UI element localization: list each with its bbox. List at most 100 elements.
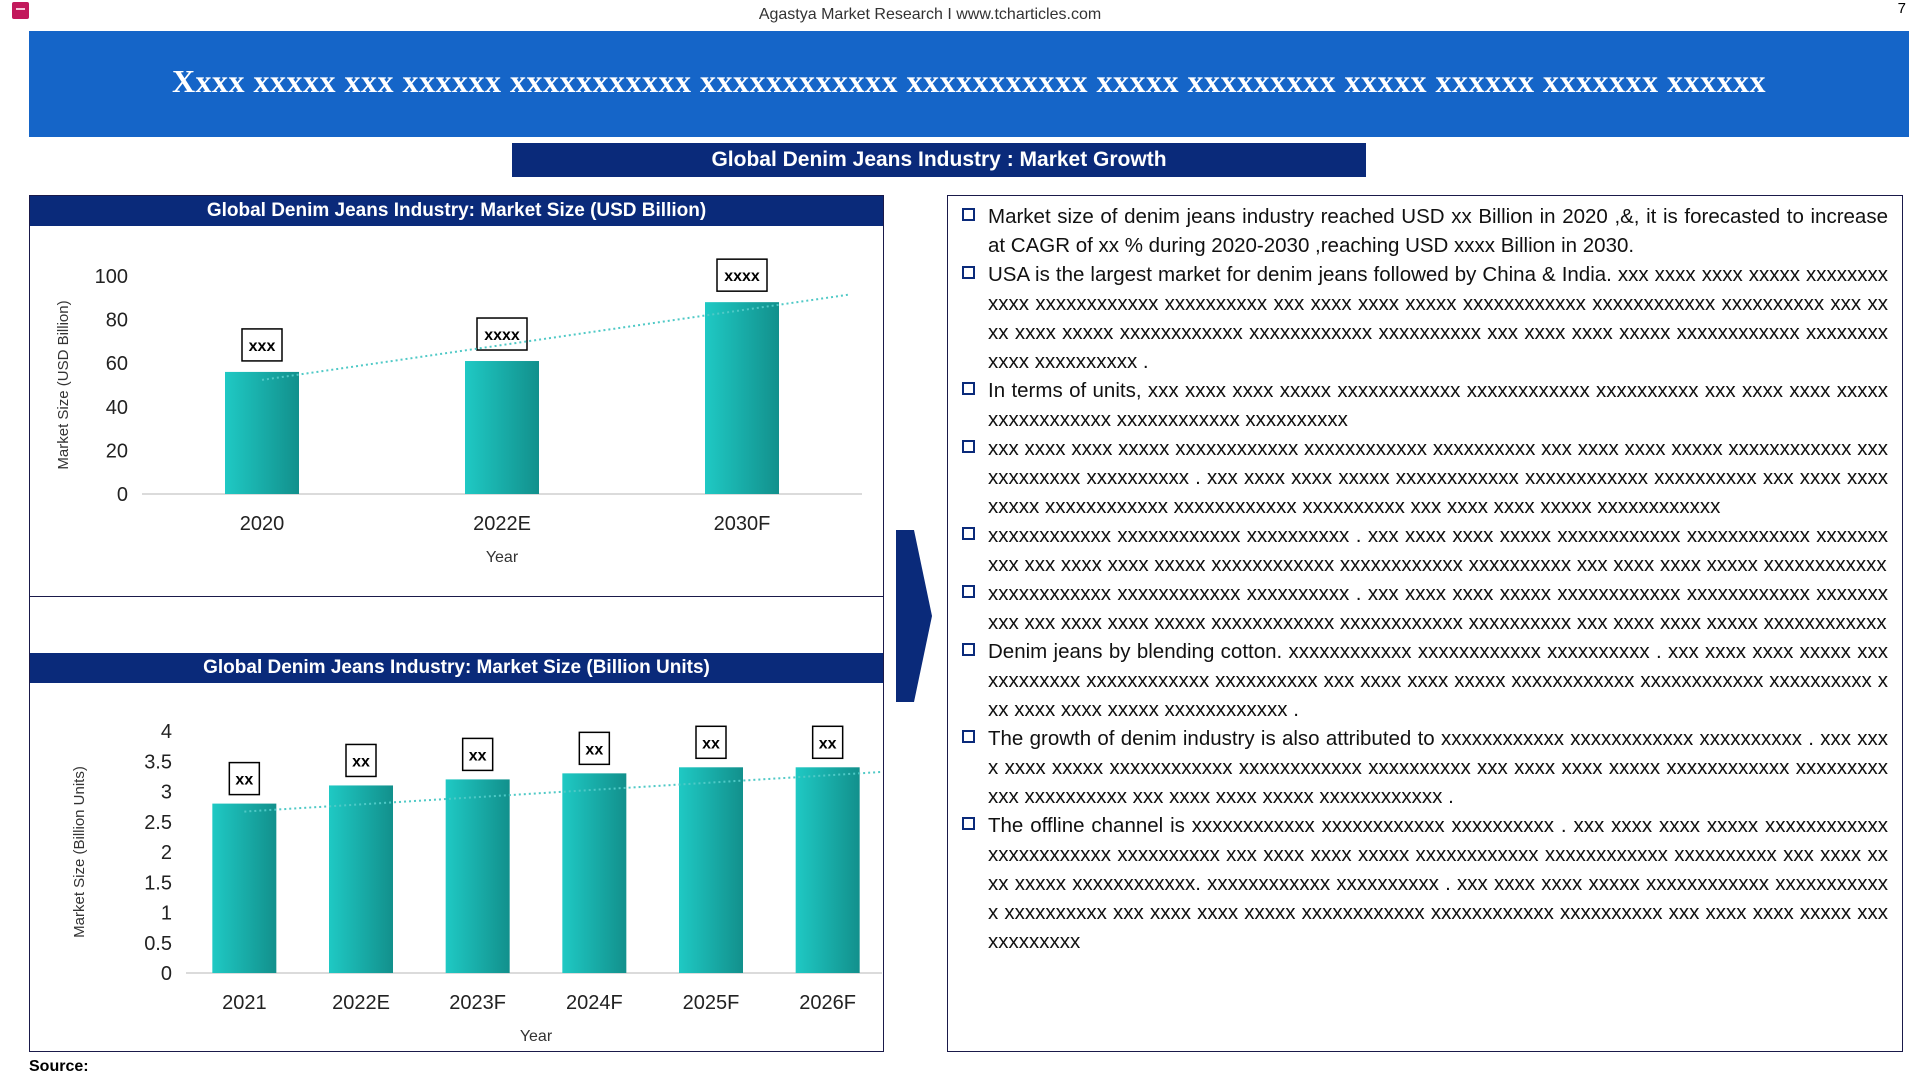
insight-text: xxx xxxx xxxx xxxxx xxxxxxxxxxxx xxxxxxx… <box>988 437 1888 518</box>
data-label: xx <box>702 735 720 752</box>
y-axis-title: Market Size (Billion Units) <box>71 766 88 938</box>
chart1-title: Global Denim Jeans Industry: Market Size… <box>30 196 883 226</box>
bar <box>445 779 510 973</box>
data-label: xx <box>235 772 253 789</box>
section-title: Global Denim Jeans Industry : Market Gro… <box>512 143 1366 177</box>
x-axis-title: Year <box>520 1028 553 1045</box>
bar <box>795 767 860 973</box>
data-label-box <box>228 761 261 796</box>
insight-text: Market size of denim jeans industry reac… <box>988 205 1888 257</box>
insight-item: The growth of denim industry is also att… <box>962 724 1888 811</box>
insight-text: xxxxxxxxxxxx xxxxxxxxxxxx xxxxxxxxxx . x… <box>988 582 1888 634</box>
insight-text: In terms of units, xxx xxxx xxxx xxxxx x… <box>988 379 1888 431</box>
insight-text: xxxxxxxxxxxx xxxxxxxxxxxx xxxxxxxxxx . x… <box>988 524 1888 576</box>
checkbox-bullet-icon <box>962 527 975 540</box>
bar <box>465 361 539 494</box>
insight-item: Denim jeans by blending cotton. xxxxxxxx… <box>962 637 1888 724</box>
data-label-box <box>695 725 727 760</box>
data-label: xx <box>469 747 487 764</box>
title-banner: Xxxx xxxxx xxx xxxxxx xxxxxxxxxxx xxxxxx… <box>29 31 1909 137</box>
checkbox-bullet-icon <box>962 266 975 279</box>
x-tick-label: 2026F <box>799 992 856 1014</box>
x-tick-label: 2023F <box>449 992 506 1014</box>
site-header: Agastya Market Research I www.tcharticle… <box>758 6 1102 23</box>
data-label: xx <box>585 741 603 758</box>
data-label-box <box>476 317 528 351</box>
data-label-box <box>811 725 844 760</box>
data-label-box <box>345 743 377 778</box>
trendline <box>261 293 851 381</box>
y-tick-label: 0.5 <box>144 933 172 955</box>
bar <box>705 302 779 494</box>
data-label-box <box>578 731 611 766</box>
insight-item: xxxxxxxxxxxx xxxxxxxxxxxx xxxxxxxxxx . x… <box>962 521 1888 579</box>
insight-item: xxxxxxxxxxxx xxxxxxxxxxxx xxxxxxxxxx . x… <box>962 579 1888 637</box>
page-number: 7 <box>1897 0 1906 17</box>
checkbox-bullet-icon <box>962 585 975 598</box>
insight-item: The offline channel is xxxxxxxxxxxx xxxx… <box>962 811 1888 956</box>
insight-item: xxx xxxx xxxx xxxxx xxxxxxxxxxxx xxxxxxx… <box>962 434 1888 521</box>
bar <box>562 773 627 973</box>
checkbox-bullet-icon <box>962 730 975 743</box>
insight-text: The offline channel is xxxxxxxxxxxx xxxx… <box>988 814 1888 953</box>
insights-list: Market size of denim jeans industry reac… <box>962 202 1888 956</box>
bar <box>679 767 743 973</box>
data-label-box <box>241 328 283 362</box>
y-tick-label: 20 <box>106 440 128 462</box>
bar <box>212 803 277 973</box>
data-label: xxxx <box>724 268 760 285</box>
x-tick-label: 2030F <box>714 513 771 535</box>
checkbox-bullet-icon <box>962 382 975 395</box>
x-axis-title: Year <box>486 549 519 566</box>
data-label: xx <box>819 735 837 752</box>
y-tick-label: 0 <box>161 963 172 985</box>
charts-panel: Global Denim Jeans Industry: Market Size… <box>29 195 884 1052</box>
x-tick-label: 2022E <box>473 513 531 535</box>
y-axis-title: Market Size (USD Billion) <box>55 300 72 469</box>
checkbox-bullet-icon <box>962 643 975 656</box>
y-tick-label: 3.5 <box>144 751 172 773</box>
x-tick-label: 2020 <box>240 513 285 535</box>
insight-text: The growth of denim industry is also att… <box>988 727 1888 808</box>
banner-title: Xxxx xxxxx xxx xxxxxx xxxxxxxxxxx xxxxxx… <box>171 63 1767 99</box>
bar <box>225 371 299 494</box>
chart-usd-billion: 0 20 40 60 80 100 Market Size (USD Billion) 202… <box>55 258 862 566</box>
x-tick-label: 2022E <box>332 992 390 1014</box>
trendline <box>244 771 881 813</box>
logo <box>12 2 29 19</box>
chart2-title: Global Denim Jeans Industry: Market Size… <box>30 653 883 683</box>
chart-billion-units: 0 0.5 1 1.5 2 2.5 3 3.5 4 Market Size (Billion Un… <box>71 721 882 1045</box>
data-label-box <box>461 737 494 772</box>
checkbox-bullet-icon <box>962 208 975 221</box>
insight-item: USA is the largest market for denim jean… <box>962 260 1888 376</box>
insights-panel: Market size of denim jeans industry reac… <box>947 195 1903 1052</box>
source-note: Source: <box>29 1058 89 1075</box>
insight-text: USA is the largest market for denim jean… <box>988 263 1888 373</box>
data-label: xxxx <box>484 327 520 344</box>
y-tick-label: 4 <box>161 721 172 743</box>
y-tick-label: 3 <box>161 782 172 804</box>
arrow-right-icon <box>896 530 932 702</box>
y-tick-label: 2 <box>161 842 172 864</box>
insight-item: Market size of denim jeans industry reac… <box>962 202 1888 260</box>
y-tick-label: 1.5 <box>144 872 172 894</box>
x-tick-label: 2024F <box>566 992 623 1014</box>
y-tick-label: 0 <box>117 484 128 506</box>
checkbox-bullet-icon <box>962 817 975 830</box>
checkbox-bullet-icon <box>962 440 975 453</box>
insight-text: Denim jeans by blending cotton. xxxxxxxx… <box>988 640 1888 721</box>
y-tick-label: 1 <box>161 903 172 925</box>
insight-item: In terms of units, xxx xxxx xxxx xxxxx x… <box>962 376 1888 434</box>
y-tick-label: 2.5 <box>144 812 172 834</box>
data-label: xxx <box>249 338 276 355</box>
y-tick-label: 100 <box>95 266 128 288</box>
y-tick-label: 80 <box>106 310 128 332</box>
y-tick-label: 60 <box>106 353 128 375</box>
data-label-box <box>716 258 768 292</box>
data-label: xx <box>352 753 370 770</box>
bar <box>329 785 393 973</box>
x-tick-label: 2025F <box>683 992 740 1014</box>
chart-separator <box>30 596 883 597</box>
y-tick-label: 40 <box>106 397 128 419</box>
x-tick-label: 2021 <box>222 992 267 1014</box>
